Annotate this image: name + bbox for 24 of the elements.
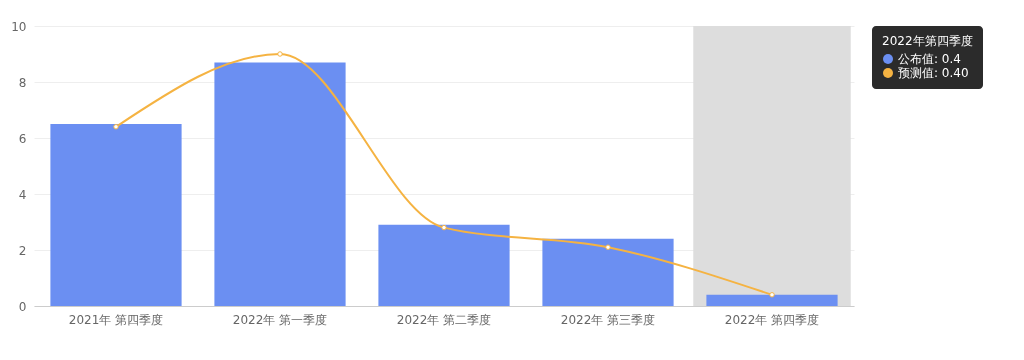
y-tick-label: 8 <box>18 75 27 90</box>
point <box>277 51 283 57</box>
x-tick-label: 2022年 第三季度 <box>560 312 656 327</box>
bar <box>50 124 182 306</box>
y-tick-label: 0 <box>18 299 27 314</box>
point <box>605 244 611 250</box>
bar <box>542 238 674 306</box>
x-tick-label: 2022年 第一季度 <box>232 312 328 327</box>
y-tick-label: 10 <box>11 19 27 34</box>
bar <box>706 294 838 306</box>
bar <box>378 224 510 306</box>
x-tick-label: 2021年 第四季度 <box>68 312 164 327</box>
bar <box>214 62 346 306</box>
legend-label: 公布值: 0.4 <box>898 52 961 66</box>
point <box>769 292 775 298</box>
y-tick-label: 2 <box>18 243 27 258</box>
point <box>113 124 119 130</box>
point <box>441 224 447 231</box>
legend-label: 预测值: 0.40 <box>898 66 969 80</box>
x-tick-label: 2022年 第四季度 <box>724 312 820 327</box>
y-tick-label: 4 <box>18 187 27 202</box>
y-tick-label: 6 <box>18 131 27 146</box>
x-tick-label: 2022年 第二季度 <box>396 312 492 327</box>
legend-title: 2022年第四季度 <box>882 34 973 48</box>
